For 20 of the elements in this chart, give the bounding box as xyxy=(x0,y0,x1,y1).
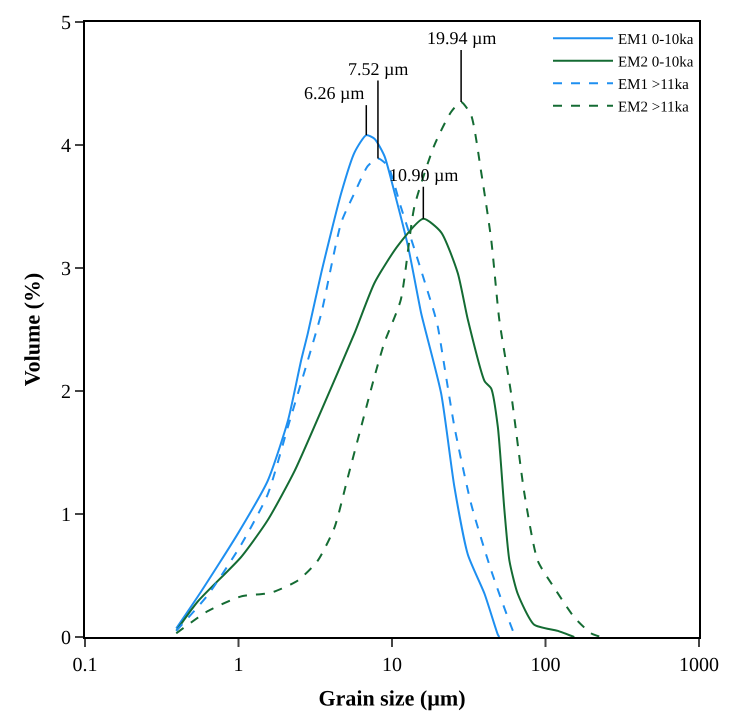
x-axis-title: Grain size (µm) xyxy=(318,685,466,710)
y-tick-label: 0 xyxy=(61,627,71,649)
x-tick-label: 10 xyxy=(382,654,402,676)
y-tick-label: 3 xyxy=(61,258,71,280)
annotation: 6.26 µm xyxy=(304,83,364,103)
x-tick-label: 1000 xyxy=(679,654,719,676)
y-tick-label: 2 xyxy=(61,381,71,403)
y-tick-label: 5 xyxy=(61,12,71,34)
y-tick-label: 1 xyxy=(61,504,71,526)
legend-label: EM2 0-10ka xyxy=(618,54,694,71)
y-tick-label: 4 xyxy=(61,135,71,157)
legend-label: EM1 0-10ka xyxy=(618,32,694,48)
annotation: 19.94 µm xyxy=(427,28,496,48)
legend-label: EM2 >11ka xyxy=(618,100,690,116)
legend-label: EM1 >11ka xyxy=(618,77,690,94)
x-tick-label: 100 xyxy=(530,654,560,676)
x-tick-label: 0.1 xyxy=(72,654,98,676)
y-axis-title: Volume (%) xyxy=(19,272,44,386)
annotation: 7.52 µm xyxy=(348,59,408,79)
x-tick-label: 1 xyxy=(234,654,244,676)
